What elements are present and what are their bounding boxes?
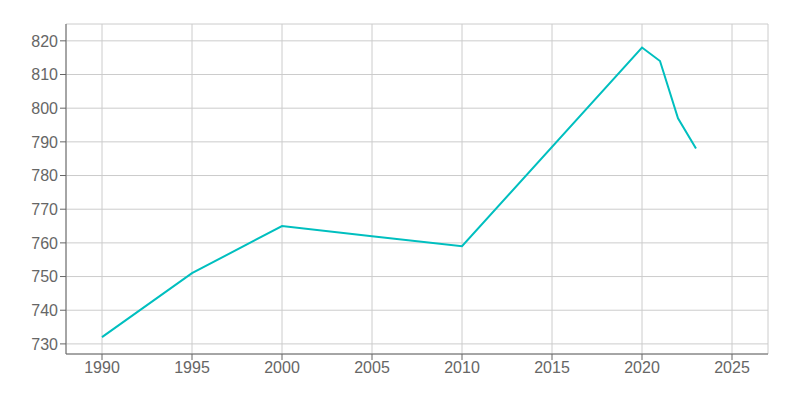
svg-text:820: 820 (31, 33, 58, 50)
svg-text:2020: 2020 (624, 359, 660, 376)
svg-text:2010: 2010 (444, 359, 480, 376)
svg-text:730: 730 (31, 336, 58, 353)
svg-text:790: 790 (31, 134, 58, 151)
svg-text:2000: 2000 (264, 359, 300, 376)
svg-text:800: 800 (31, 100, 58, 117)
svg-text:810: 810 (31, 66, 58, 83)
svg-text:1990: 1990 (84, 359, 120, 376)
svg-text:760: 760 (31, 235, 58, 252)
svg-text:740: 740 (31, 302, 58, 319)
svg-text:2005: 2005 (354, 359, 390, 376)
svg-text:1995: 1995 (174, 359, 210, 376)
svg-text:780: 780 (31, 167, 58, 184)
svg-text:2015: 2015 (534, 359, 570, 376)
svg-text:750: 750 (31, 268, 58, 285)
svg-text:2025: 2025 (714, 359, 750, 376)
svg-text:770: 770 (31, 201, 58, 218)
